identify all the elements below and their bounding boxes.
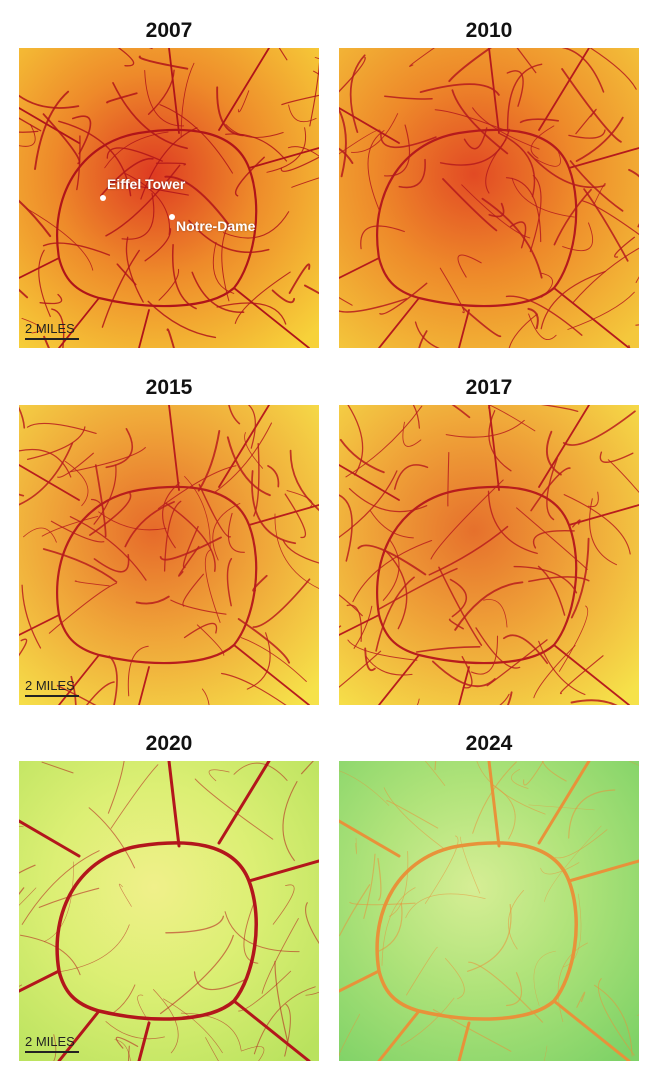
arterial-road [19, 107, 80, 144]
scale-label: 2 MILES [25, 321, 75, 336]
arterial-road [339, 464, 400, 501]
scale-line [25, 695, 79, 697]
scale-label: 2 MILES [25, 678, 75, 693]
scale-line [25, 1051, 79, 1053]
heatmap-map: Eiffel Tower Notre-Dame 2 MILES [19, 48, 319, 348]
pollution-heat-background [19, 405, 319, 705]
arterial-road [247, 859, 319, 883]
arterial-road [567, 859, 639, 883]
arterial-road [19, 464, 80, 501]
panel-year-title: 2015 [145, 376, 193, 399]
arterial-road [19, 257, 60, 279]
scale-bar: 2 MILES [25, 1035, 79, 1053]
arterial-road [553, 287, 630, 348]
scale-bar: 2 MILES [25, 322, 79, 340]
ring-road [56, 128, 258, 308]
arterial-road [537, 761, 591, 845]
panel-year-title: 2007 [145, 19, 193, 42]
arterial-road [233, 287, 310, 348]
map-panel-2010: 2010 [339, 14, 639, 348]
arterial-road [377, 1009, 421, 1061]
arterial-road [487, 761, 501, 848]
arterial-road [232, 999, 311, 1061]
map-panel-2024: 2024 [339, 727, 639, 1061]
arterial-road [248, 147, 319, 169]
arterial-road [553, 644, 630, 705]
scale-line [25, 338, 79, 340]
arterial-road [538, 405, 590, 488]
pollution-heat-background [339, 48, 639, 348]
arterial-road [339, 614, 380, 636]
arterial-road [378, 654, 420, 705]
ring-road [56, 485, 258, 665]
panel-year-title: 2020 [145, 732, 193, 755]
arterial-road [552, 999, 631, 1061]
arterial-road [218, 405, 270, 488]
arterial-road [138, 666, 150, 705]
arterial-road [19, 969, 61, 993]
arterial-road [19, 819, 81, 858]
arterial-road [339, 257, 380, 279]
arterial-road [339, 969, 381, 993]
arterial-road [458, 309, 470, 348]
arterial-road [168, 405, 180, 491]
ring-road [55, 841, 258, 1021]
heatmap-map: 2 MILES [19, 405, 319, 705]
scale-bar: 2 MILES [25, 679, 79, 697]
road-network [339, 48, 639, 348]
notre-dame-marker [169, 214, 175, 220]
arterial-road [137, 1021, 151, 1061]
ring-road [376, 485, 578, 665]
eiffel-tower-marker [100, 195, 106, 201]
heatmap-map [339, 761, 639, 1061]
arterial-road [19, 614, 60, 636]
ring-road [376, 128, 578, 308]
notre-dame-label: Notre-Dame [176, 218, 256, 234]
pollution-heat-background [19, 48, 319, 348]
road-network [339, 405, 639, 705]
pollution-heat-background [339, 761, 639, 1061]
arterial-road [339, 819, 401, 858]
arterial-road [233, 644, 310, 705]
eiffel-tower-label: Eiffel Tower [107, 176, 186, 192]
heatmap-map [339, 405, 639, 705]
arterial-road [457, 1021, 471, 1061]
heatmap-map: 2 MILES [19, 761, 319, 1061]
panel-year-title: 2024 [465, 732, 513, 755]
road-network [19, 48, 319, 348]
arterial-road [339, 107, 400, 144]
map-panel-2007: 2007 Eiffel Tower Notre-Dame 2 MILES [19, 14, 319, 348]
panel-year-title: 2010 [465, 19, 513, 42]
scale-label: 2 MILES [25, 1034, 75, 1049]
road-network [339, 761, 639, 1061]
map-panel-2017: 2017 [339, 371, 639, 705]
arterial-road [217, 761, 271, 845]
arterial-road [488, 48, 500, 134]
ring-road [375, 841, 578, 1021]
arterial-road [378, 297, 420, 348]
arterial-road [568, 504, 639, 526]
arterial-road [488, 405, 500, 491]
arterial-road [138, 309, 150, 348]
arterial-road [168, 48, 180, 134]
map-panel-2020: 2020 2 MILES [19, 727, 319, 1061]
arterial-road [458, 666, 470, 705]
pollution-heat-background [19, 761, 319, 1061]
arterial-road [248, 504, 319, 526]
arterial-road [538, 48, 590, 131]
map-panel-2015: 2015 2 MILES [19, 371, 319, 705]
arterial-road [167, 761, 181, 848]
road-network [19, 761, 319, 1061]
heatmap-map [339, 48, 639, 348]
panel-year-title: 2017 [465, 376, 513, 399]
arterial-road [218, 48, 270, 131]
arterial-road [568, 147, 639, 169]
pollution-heat-background [339, 405, 639, 705]
